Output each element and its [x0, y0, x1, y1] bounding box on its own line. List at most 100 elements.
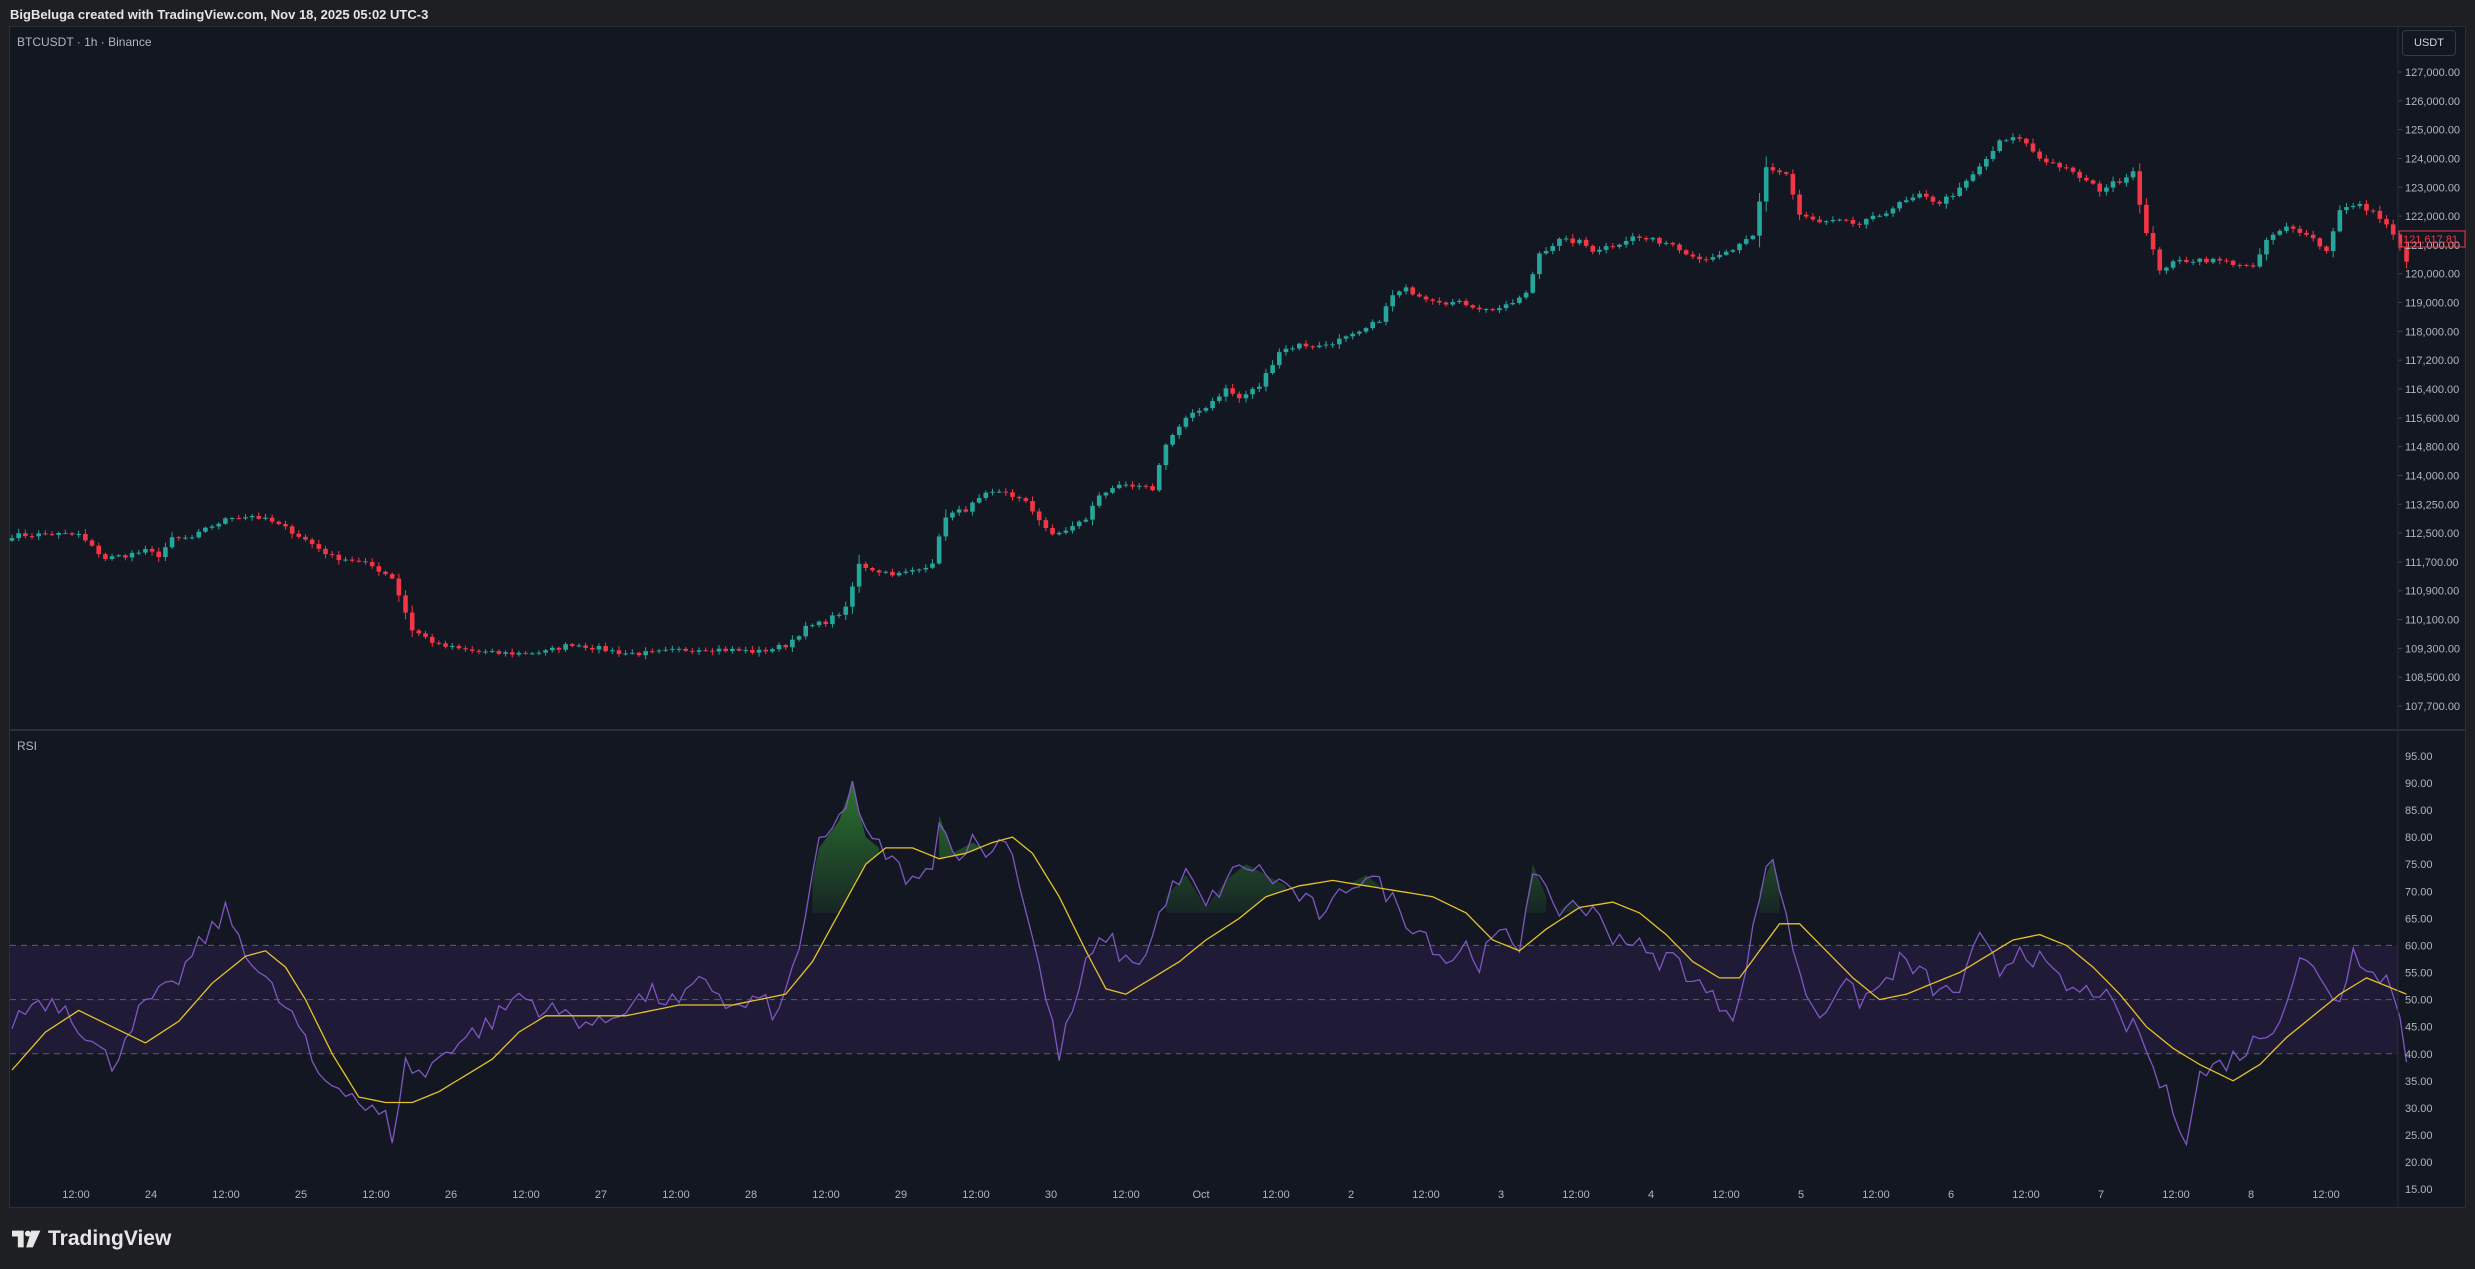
candle-body — [1777, 170, 1782, 173]
candle-body — [2384, 218, 2389, 225]
candle-body — [2024, 138, 2029, 144]
candle-body — [870, 567, 875, 571]
candle — [536, 650, 542, 656]
candle-body — [463, 648, 468, 650]
tradingview-logo-icon — [12, 1230, 41, 1248]
time-axis-label: 12:00 — [1262, 1189, 1290, 1201]
candle-body — [1463, 300, 1469, 306]
candle — [1156, 463, 1162, 493]
candle-body — [1263, 373, 1269, 387]
candle — [1136, 483, 1142, 490]
candle — [756, 646, 762, 657]
candle — [1517, 295, 1522, 305]
candle-body — [1490, 309, 1496, 311]
candle — [996, 489, 1002, 494]
candle-body — [843, 606, 849, 615]
candle — [1283, 345, 1289, 356]
candle-body — [1890, 208, 1896, 214]
rsi-indicator-label[interactable]: RSI — [17, 739, 38, 753]
candle — [196, 528, 202, 539]
candle-body — [143, 548, 148, 553]
rsi-scale-label: 80.00 — [2405, 832, 2433, 844]
candle — [123, 554, 128, 561]
candle-body — [1850, 219, 1856, 224]
currency-button[interactable]: USDT — [2402, 30, 2456, 56]
candle-body — [983, 492, 989, 499]
candle — [449, 643, 455, 650]
price-scale-label: 113,250.00 — [2405, 499, 2459, 511]
candle — [1383, 302, 1389, 326]
candle — [1036, 508, 1042, 526]
candle — [43, 530, 48, 536]
candle — [1163, 443, 1169, 470]
candle-body — [2324, 246, 2329, 252]
candle — [1390, 290, 1395, 312]
candle-body — [89, 540, 95, 546]
price-scale-label: 126,000.00 — [2405, 96, 2460, 108]
candle — [2290, 224, 2296, 233]
candle — [2277, 229, 2283, 236]
symbol-info[interactable]: BTCUSDT · 1h · Binance — [17, 35, 152, 49]
candle-body — [2317, 238, 2323, 247]
candle-body — [2010, 137, 2016, 141]
candle — [676, 646, 682, 653]
candle-body — [1083, 519, 1089, 522]
candle — [970, 501, 975, 516]
rsi-scale-label: 75.00 — [2405, 859, 2433, 871]
candle-body — [1363, 328, 1369, 332]
candle — [249, 513, 255, 521]
rsi-scale-label: 20.00 — [2405, 1157, 2433, 1169]
candle-body — [730, 648, 735, 652]
time-axis-label: 12:00 — [2312, 1189, 2340, 1201]
time-axis-label: 12:00 — [1412, 1189, 1440, 1201]
candle — [1657, 236, 1662, 247]
candle — [2370, 208, 2376, 214]
candle-body — [209, 526, 215, 528]
candle-body — [1823, 221, 1829, 223]
candle-body — [603, 646, 608, 652]
candle — [2057, 161, 2062, 172]
candle-body — [1837, 219, 1842, 221]
candle — [1850, 216, 1856, 227]
candle-body — [1437, 300, 1442, 303]
candle — [1116, 480, 1122, 490]
candle — [556, 646, 562, 654]
candle-body — [2057, 162, 2062, 168]
candle — [1210, 397, 1215, 411]
candle — [1723, 249, 1729, 256]
candle — [636, 651, 642, 658]
candle-body — [910, 569, 915, 572]
candle-body — [743, 649, 748, 651]
candle — [710, 647, 715, 656]
candle — [329, 550, 335, 558]
candle-body — [283, 523, 288, 527]
candle-body — [863, 563, 869, 568]
candle-body — [1277, 352, 1282, 366]
candle — [36, 530, 41, 541]
candle-body — [736, 648, 742, 651]
candle-body — [690, 650, 695, 652]
candle-body — [1650, 237, 1656, 240]
tradingview-brand[interactable]: TradingView — [12, 1225, 171, 1253]
candle-body — [2257, 254, 2263, 267]
candle-body — [469, 649, 475, 651]
candle — [16, 528, 21, 541]
candle-body — [63, 532, 68, 534]
candle-body — [1350, 333, 1355, 337]
candle — [1143, 484, 1149, 489]
candle — [910, 567, 915, 575]
candle — [1430, 297, 1436, 305]
candle-body — [1130, 484, 1135, 487]
rsi-pane — [10, 780, 2408, 1147]
candle — [576, 643, 582, 648]
candle — [823, 619, 829, 628]
candle-body — [1477, 307, 1482, 310]
candle — [2237, 263, 2243, 269]
candle-body — [456, 645, 462, 649]
candle — [1363, 326, 1369, 334]
candle — [349, 556, 355, 563]
candle — [296, 530, 302, 539]
candle — [1230, 383, 1235, 397]
candle-body — [2244, 264, 2249, 266]
